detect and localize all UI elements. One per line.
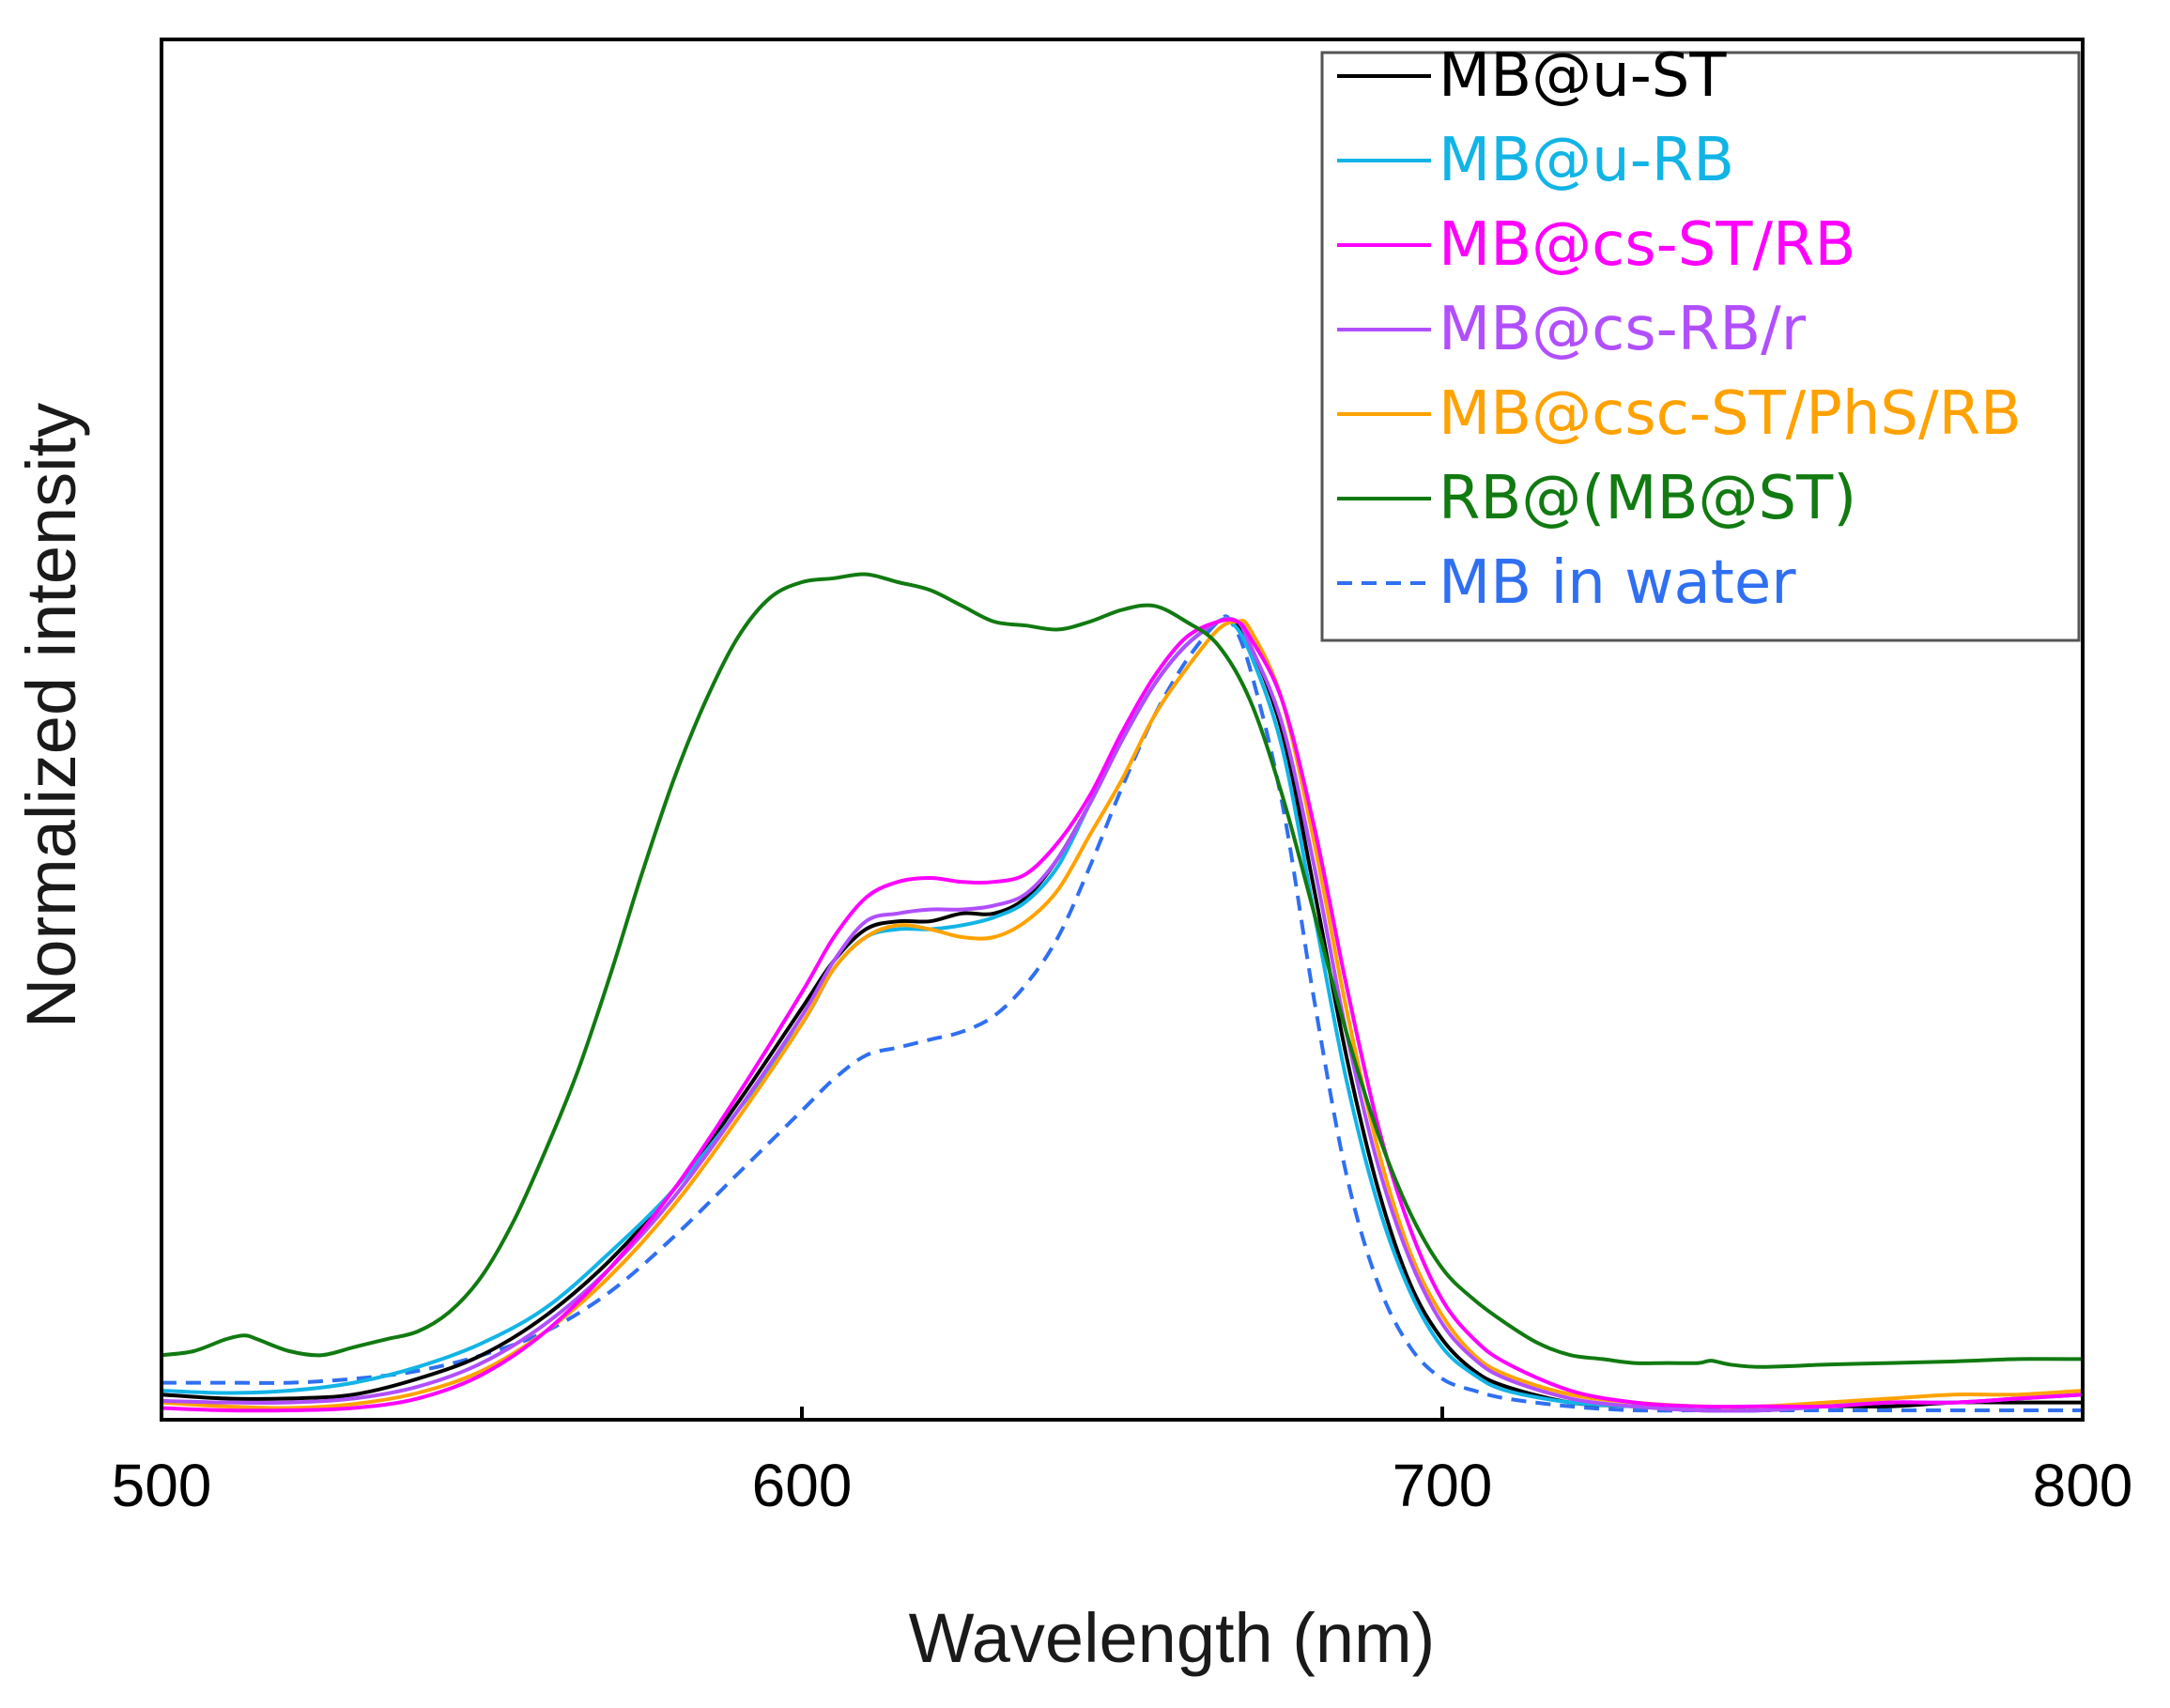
legend-item: MB@u-RB xyxy=(1337,126,1734,195)
legend: MB@u-ST MB@u-RB MB@cs-ST/RB MB@cs-RB/r MB@cs… xyxy=(1320,41,2081,642)
x-tick-label: 700 xyxy=(1393,1452,1493,1519)
legend-label: RB@(MB@ST) xyxy=(1439,464,1856,533)
legend-item: MB@cs-ST/RB xyxy=(1337,210,1855,280)
x-tick-label: 800 xyxy=(2033,1452,2133,1519)
legend-item: MB@u-ST xyxy=(1337,41,1727,111)
legend-item: MB@cs-RB/r xyxy=(1337,295,1807,364)
series-lines xyxy=(162,572,2083,1413)
legend-item: RB@(MB@ST) xyxy=(1337,464,1856,533)
x-axis-title: Wavelength (nm) xyxy=(909,1599,1436,1677)
legend-item: MB@csc-ST/PhS/RB xyxy=(1337,379,2022,449)
x-tick-marks xyxy=(160,1407,2085,1420)
y-axis-title: Normalized intensity xyxy=(12,403,90,1028)
x-tick-label: 600 xyxy=(752,1452,853,1519)
legend-box xyxy=(1320,51,2081,642)
series-line-mb-in-water xyxy=(162,614,2083,1413)
legend-label: MB@csc-ST/PhS/RB xyxy=(1439,379,2022,449)
x-tick-labels: 500 600 700 800 xyxy=(112,1452,2133,1519)
legend-label: MB@u-ST xyxy=(1439,41,1727,111)
legend-item: MB in water xyxy=(1337,548,1796,618)
legend-label: MB@cs-RB/r xyxy=(1439,295,1807,364)
legend-label: MB in water xyxy=(1439,548,1796,618)
legend-label: MB@cs-ST/RB xyxy=(1439,210,1855,280)
plot-frame xyxy=(160,38,2085,1422)
legend-label: MB@u-RB xyxy=(1439,126,1734,195)
series-line-rb-mb-st xyxy=(162,572,2083,1369)
series-line-mb-cs-st-rb xyxy=(162,617,2083,1413)
x-tick-label: 500 xyxy=(112,1452,212,1519)
